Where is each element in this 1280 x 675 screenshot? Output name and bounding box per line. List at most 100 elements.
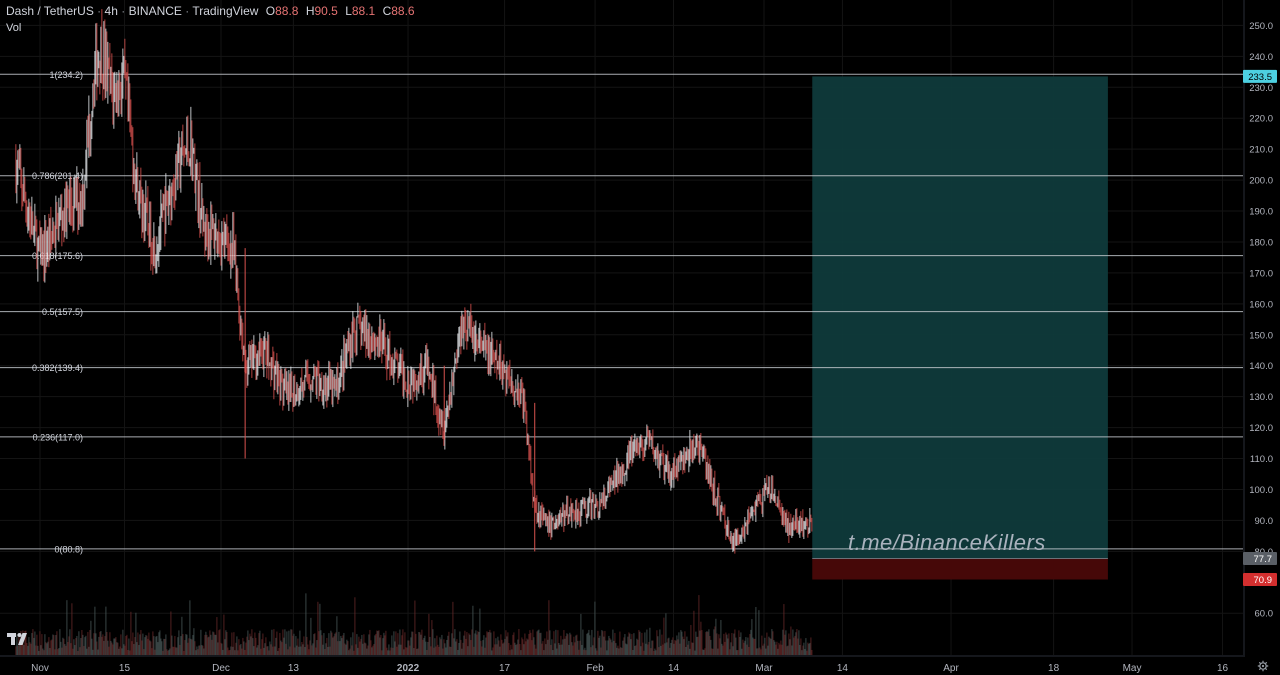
volume-bar <box>513 632 515 655</box>
interval-label[interactable]: 4h <box>104 4 118 18</box>
volume-bar <box>110 640 112 655</box>
volume-bar <box>107 640 109 655</box>
tradingview-logo-icon[interactable] <box>6 630 28 648</box>
fib-level-label: 1(234.2) <box>49 70 83 80</box>
volume-bar <box>792 629 794 655</box>
volume-bar <box>617 645 619 655</box>
volume-bar <box>686 636 688 655</box>
volume-bar <box>322 644 324 655</box>
volume-bar <box>350 637 352 655</box>
volume-bar <box>653 650 655 655</box>
volume-bar <box>546 631 548 655</box>
volume-bar <box>130 611 132 655</box>
volume-bar <box>720 619 722 655</box>
volume-bar <box>369 629 371 655</box>
volume-bar <box>72 648 74 655</box>
volume-bar <box>580 613 582 655</box>
price-tick-label: 140.0 <box>1249 361 1273 372</box>
gear-icon[interactable] <box>1257 660 1269 672</box>
volume-bar <box>572 645 574 655</box>
volume-bar <box>574 642 576 655</box>
volume-bar <box>384 635 386 655</box>
volume-bar <box>56 631 58 655</box>
symbol-name[interactable]: Dash / TetherUS <box>6 4 94 18</box>
volume-bar <box>499 646 501 655</box>
time-axis[interactable]: Nov 15 Dec 13 2022 17 Feb 14 Mar 14 Apr 18 May 16 <box>0 655 1245 674</box>
volume-bar <box>786 646 788 655</box>
volume-bar <box>112 644 114 655</box>
volume-bar <box>260 648 262 655</box>
volume-bar <box>584 647 586 655</box>
volume-bar <box>206 634 208 655</box>
volume-bar <box>739 637 741 655</box>
volume-bar <box>158 632 160 655</box>
volume-bar <box>273 629 275 655</box>
volume-bar <box>573 636 575 655</box>
volume-bar <box>547 639 549 655</box>
volume-bar <box>286 631 288 655</box>
volume-bar <box>430 646 432 655</box>
price-tick-label: 110.0 <box>1250 454 1273 465</box>
volume-bar <box>173 646 175 655</box>
volume-bar <box>421 629 423 655</box>
volume-bar <box>84 637 86 655</box>
volume-bar <box>577 640 579 655</box>
volume-bar <box>15 646 17 655</box>
volume-bar <box>473 646 475 655</box>
volume-bar <box>700 621 702 655</box>
volume-bar <box>358 636 360 655</box>
volume-bar <box>177 637 179 655</box>
volume-bar <box>702 649 704 655</box>
volume-bar <box>184 640 186 655</box>
volume-bar <box>420 634 422 655</box>
volume-bar <box>86 648 88 655</box>
volume-bar <box>39 631 41 655</box>
volume-bar <box>683 639 685 655</box>
volume-bar <box>233 632 235 655</box>
volume-bar <box>722 645 724 655</box>
time-tick-label: 14 <box>668 663 680 674</box>
volume-bar <box>789 639 791 655</box>
position-zones[interactable] <box>812 76 1108 580</box>
volume-bar <box>735 637 737 655</box>
volume-label[interactable]: Vol <box>6 22 22 34</box>
volume-bar <box>471 629 473 655</box>
volume-bar <box>734 629 736 655</box>
volume-bar <box>219 629 221 655</box>
volume-bar <box>620 647 622 655</box>
volume-bar <box>321 635 323 655</box>
volume-bar <box>396 646 398 655</box>
volume-bar <box>687 644 689 655</box>
volume-bar <box>535 648 537 655</box>
volume-bar <box>317 601 319 655</box>
volume-bar <box>166 649 168 655</box>
fibonacci-levels[interactable]: 1(234.2) 0.786(201.4) 0.618(175.6) 0.5(157.… <box>0 70 1243 555</box>
volume-bar <box>385 630 387 655</box>
volume-bar <box>208 636 210 655</box>
volume-bar <box>265 637 267 655</box>
volume-bar <box>368 634 370 655</box>
header-separator: · <box>121 4 126 18</box>
volume-bar <box>256 647 258 655</box>
volume-bar <box>99 631 101 655</box>
volume-bar <box>439 637 441 655</box>
volume-bar <box>520 650 522 655</box>
volume-bar <box>301 641 303 655</box>
volume-bar <box>16 634 18 655</box>
volume-bar <box>227 647 229 655</box>
volume-bar <box>728 633 730 655</box>
volume-bar <box>27 645 29 655</box>
volume-bar <box>192 635 194 655</box>
volume-bar <box>464 630 466 655</box>
volume-bar <box>650 648 652 655</box>
volume-bar <box>103 640 105 655</box>
volume-bar <box>367 645 369 655</box>
volume-bar <box>370 640 372 655</box>
volume-bar <box>659 629 661 655</box>
volume-bar <box>435 646 437 655</box>
volume-bar <box>268 650 270 655</box>
fib-level-label: 0.618(175.6) <box>32 251 83 261</box>
volume-bar <box>706 631 708 655</box>
volume-bar <box>183 650 185 655</box>
